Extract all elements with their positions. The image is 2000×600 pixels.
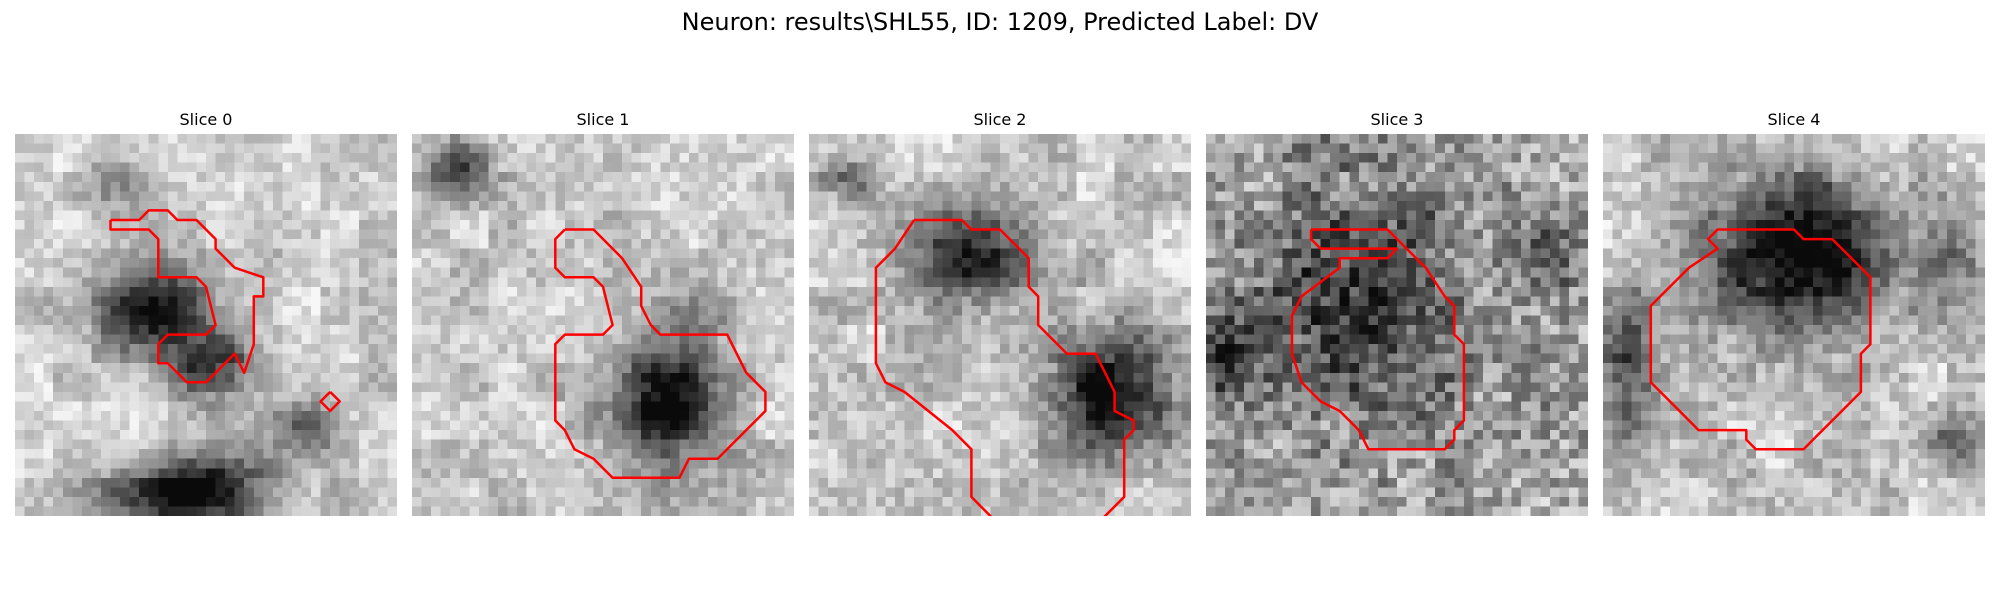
slice-image bbox=[1603, 134, 1985, 516]
roi-contour bbox=[914, 218, 1135, 516]
panel-slice-4: Slice 4 bbox=[1603, 110, 1985, 516]
panel-title: Slice 4 bbox=[1767, 110, 1821, 129]
slice-image bbox=[809, 134, 1191, 516]
roi-contour bbox=[1290, 228, 1466, 451]
roi-contour bbox=[319, 391, 341, 413]
slice-image bbox=[15, 134, 397, 516]
panel-title: Slice 1 bbox=[576, 110, 630, 129]
roi-contour bbox=[1649, 228, 1872, 451]
panel-slice-0: Slice 0 bbox=[15, 110, 397, 516]
panel-title: Slice 2 bbox=[973, 110, 1027, 129]
panel-slice-3: Slice 3 bbox=[1206, 110, 1588, 516]
roi-contour bbox=[554, 228, 767, 480]
panel-slice-1: Slice 1 bbox=[412, 110, 794, 516]
figure-title: Neuron: results\SHL55, ID: 1209, Predict… bbox=[681, 8, 1319, 36]
roi-contour bbox=[874, 219, 993, 516]
roi-contour bbox=[109, 209, 265, 384]
panel-title: Slice 0 bbox=[179, 110, 233, 129]
panel-title: Slice 3 bbox=[1370, 110, 1424, 129]
panel-slice-2: Slice 2 bbox=[809, 110, 1191, 516]
slice-image bbox=[412, 134, 794, 516]
slice-image bbox=[1206, 134, 1588, 516]
